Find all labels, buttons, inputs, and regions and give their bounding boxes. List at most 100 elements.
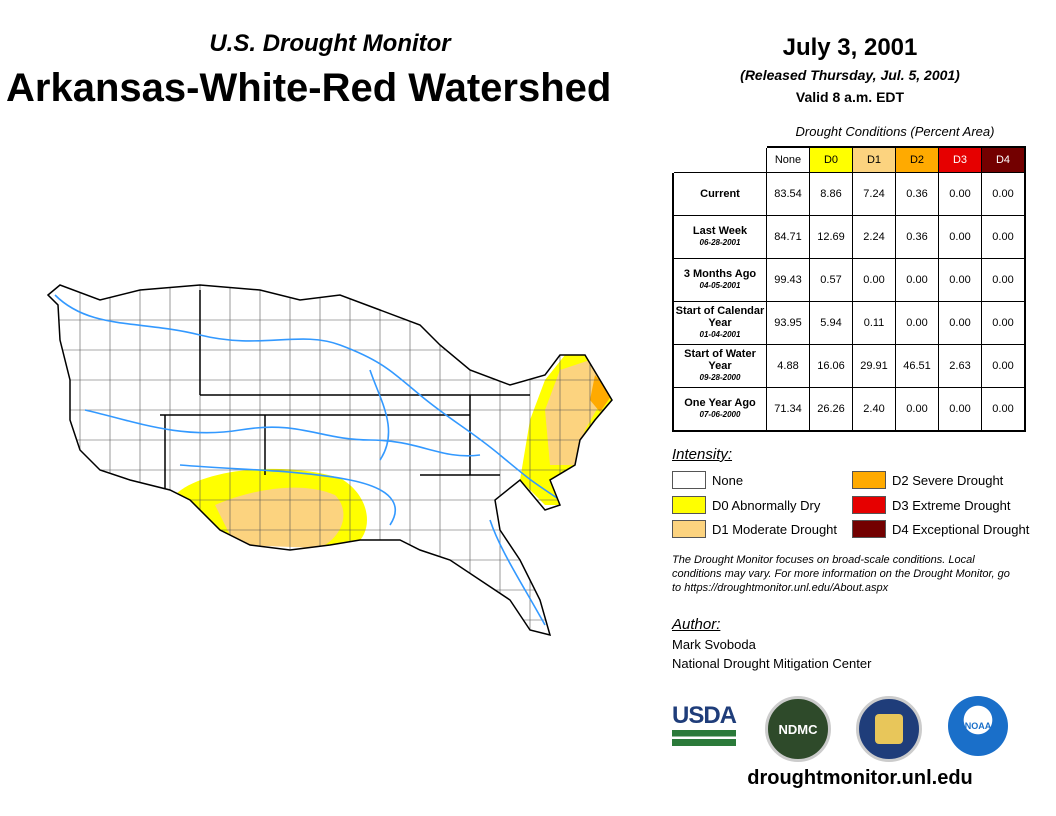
table-cell: 0.00 — [895, 387, 939, 432]
legend-label: D1 Moderate Drought — [712, 521, 838, 537]
table-cell: 2.24 — [852, 215, 896, 259]
legend-d3: D3 Extreme Drought — [852, 496, 1011, 514]
table-cell: 0.00 — [938, 172, 982, 216]
row-label-text: Current — [700, 188, 740, 200]
table-cell: 5.94 — [809, 301, 853, 345]
col-d1: D1 — [852, 146, 896, 173]
map-subtitle: U.S. Drought Monitor — [209, 30, 451, 57]
table-cell: 26.26 — [809, 387, 853, 432]
watershed-map — [47, 284, 613, 636]
legend-title: Intensity: — [672, 446, 733, 463]
col-d3: D3 — [938, 146, 982, 173]
table-cell: 0.57 — [809, 258, 853, 302]
legend-label: D3 Extreme Drought — [892, 497, 1011, 513]
map-date: July 3, 2001 — [782, 34, 918, 61]
table-cell: 0.00 — [938, 301, 982, 345]
legend-d4: D4 Exceptional Drought — [852, 520, 1029, 538]
row-label-text: Start of Calendar Year — [675, 305, 765, 329]
table-cell: 0.00 — [938, 258, 982, 302]
row-date: 07-06-2000 — [699, 410, 741, 419]
table-cell: 93.95 — [766, 301, 810, 345]
row-label: One Year Ago 07-06-2000 — [672, 387, 767, 432]
table-caption: Drought Conditions (Percent Area) — [795, 124, 995, 139]
col-d4: D4 — [981, 146, 1026, 173]
row-label: Last Week 06-28-2001 — [672, 215, 767, 259]
row-label-text: Start of Water Year — [684, 348, 756, 372]
usda-logo: USDA — [672, 702, 737, 748]
header-blank — [672, 146, 767, 173]
col-d2: D2 — [895, 146, 939, 173]
table-header-row: None D0 D1 D2 D3 D4 — [672, 146, 1026, 173]
table-cell: 8.86 — [809, 172, 853, 216]
table-cell: 0.36 — [895, 172, 939, 216]
table-cell: 0.00 — [938, 215, 982, 259]
noaa-logo: NOAA — [948, 696, 1008, 756]
table-cell: 4.88 — [766, 344, 810, 388]
d1-area-southwest — [215, 487, 344, 548]
table-cell: 0.36 — [895, 215, 939, 259]
row-label-text: Last Week — [692, 225, 748, 237]
footer-url[interactable]: droughtmonitor.unl.edu — [747, 767, 973, 789]
table-cell: 7.24 — [852, 172, 896, 216]
legend-swatch — [672, 520, 706, 538]
table-cell: 0.00 — [895, 258, 939, 302]
col-none: None — [766, 146, 810, 173]
row-date: 04-05-2001 — [699, 281, 741, 290]
row-label: Current — [672, 172, 767, 216]
state-boundaries — [160, 290, 530, 490]
table-cell: 0.00 — [981, 301, 1026, 345]
table-cell: 2.40 — [852, 387, 896, 432]
legend-swatch — [672, 471, 706, 489]
table-cell: 2.63 — [938, 344, 982, 388]
legend-d2: D2 Severe Drought — [852, 471, 1003, 489]
legend-label: D0 Abnormally Dry — [712, 497, 821, 513]
table-cell: 0.00 — [852, 258, 896, 302]
table-cell: 0.00 — [981, 258, 1026, 302]
legend-swatch — [852, 471, 886, 489]
release-date: (Released Thursday, Jul. 5, 2001) — [740, 67, 960, 83]
table-row: Start of Water Year 09-28-2000 4.88 16.06 29… — [672, 344, 1026, 388]
table-row: Start of Calendar Year 01-04-2001 93.95 5.9… — [672, 301, 1026, 345]
legend-d0: D0 Abnormally Dry — [672, 496, 820, 514]
author-org: National Drought Mitigation Center — [672, 656, 872, 671]
row-label: Start of Water Year 09-28-2000 — [672, 344, 767, 388]
row-date: 06-28-2001 — [699, 238, 741, 247]
row-date: 01-04-2001 — [699, 330, 741, 339]
valid-time: Valid 8 a.m. EDT — [795, 89, 905, 105]
rivers — [54, 294, 561, 626]
table-row: One Year Ago 07-06-2000 71.34 26.26 2.40 0.00… — [672, 387, 1026, 432]
table-cell: 16.06 — [809, 344, 853, 388]
disclaimer-note: The Drought Monitor focuses on broad-sca… — [672, 554, 1010, 594]
table-cell: 0.00 — [981, 387, 1026, 432]
drought-conditions-table: None D0 D1 D2 D3 D4 Current 83.54 8.86 7.24… — [672, 146, 1026, 432]
table-cell: 71.34 — [766, 387, 810, 432]
table-cell: 0.00 — [895, 301, 939, 345]
commerce-logo — [856, 696, 922, 762]
table-cell: 0.11 — [852, 301, 896, 345]
legend-swatch — [852, 520, 886, 538]
map-title: Arkansas-White-Red Watershed — [6, 66, 612, 110]
d2-area-east — [590, 375, 612, 412]
author-label: Author: — [672, 616, 721, 633]
table-cell: 12.69 — [809, 215, 853, 259]
table-cell: 99.43 — [766, 258, 810, 302]
table-row: 3 Months Ago 04-05-2001 99.43 0.57 0.00 0.00 0… — [672, 258, 1026, 302]
table-cell: 83.54 — [766, 172, 810, 216]
ndmc-logo: NDMC — [765, 696, 831, 762]
col-d0: D0 — [809, 146, 853, 173]
author-name: Mark Svoboda — [672, 637, 756, 652]
table-cell: 0.00 — [981, 172, 1026, 216]
legend-d1: D1 Moderate Drought — [672, 520, 837, 538]
row-label: Start of Calendar Year 01-04-2001 — [672, 301, 767, 345]
table-cell: 0.00 — [981, 215, 1026, 259]
row-label: 3 Months Ago 04-05-2001 — [672, 258, 767, 302]
legend-swatch — [672, 496, 706, 514]
table-row: Current 83.54 8.86 7.24 0.36 0.00 0.00 — [672, 172, 1026, 216]
table-row: Last Week 06-28-2001 84.71 12.69 2.24 0.36 0.0… — [672, 215, 1026, 259]
legend-label: D2 Severe Drought — [892, 472, 1004, 488]
table-cell: 0.00 — [938, 387, 982, 432]
legend-label: None — [712, 472, 744, 488]
table-cell: 84.71 — [766, 215, 810, 259]
row-label-text: One Year Ago — [684, 397, 756, 409]
legend-label: D4 Exceptional Drought — [892, 521, 1030, 537]
